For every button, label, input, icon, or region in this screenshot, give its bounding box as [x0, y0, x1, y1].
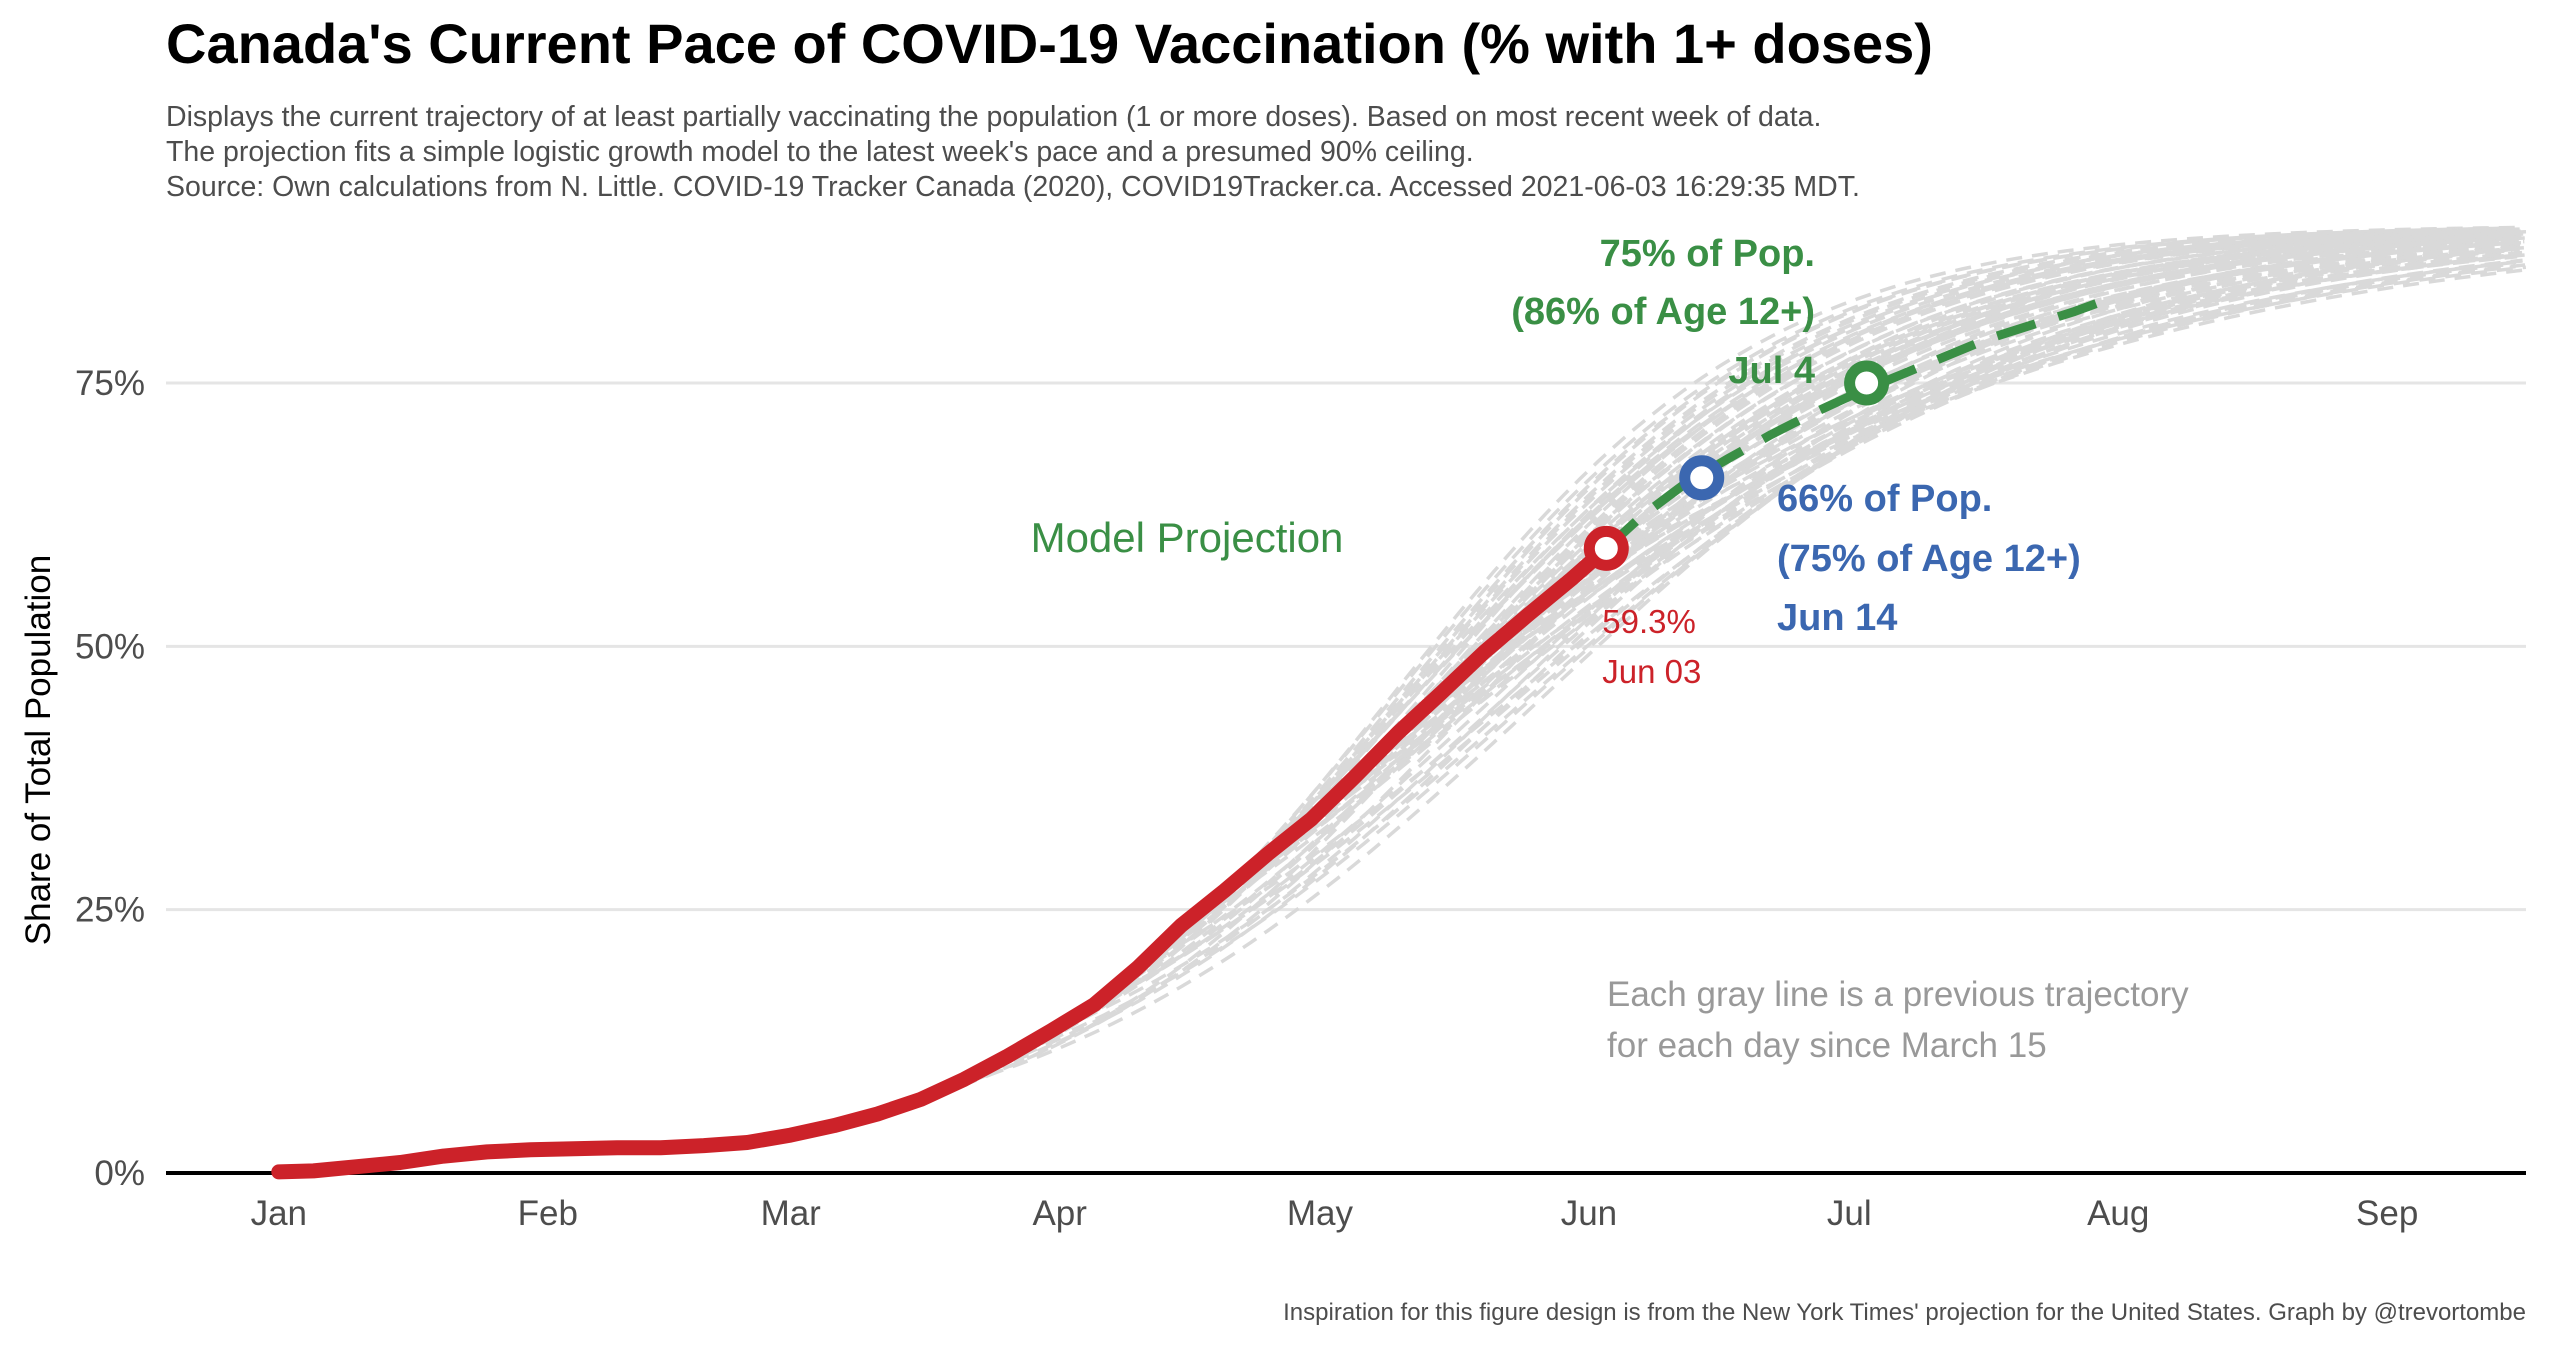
- chart-title: Canada's Current Pace of COVID-19 Vaccin…: [166, 12, 1933, 75]
- chart-subtitle-line-1: Displays the current trajectory of at le…: [166, 101, 1821, 133]
- previous-trajectory-line: [1473, 234, 2516, 663]
- previous-trajectory-line: [1297, 248, 2514, 831]
- x-tick-label: Jul: [1827, 1194, 1872, 1233]
- milestone-75-date: Jul 4: [1728, 350, 1815, 392]
- gray-lines-note-line-2: for each day since March 15: [1607, 1026, 2047, 1065]
- milestone-66-date: Jun 14: [1777, 597, 1897, 639]
- current-value-label: 59.3%: [1602, 603, 1696, 640]
- previous-trajectory-line: [1587, 265, 2527, 566]
- x-tick-label: Mar: [761, 1194, 822, 1233]
- y-tick-label: 50%: [75, 627, 145, 666]
- previous-trajectory-line: [1552, 268, 2526, 596]
- previous-trajectory-line: [1148, 227, 2521, 958]
- y-tick-label: 75%: [75, 364, 145, 403]
- previous-trajectory-line: [1429, 245, 2525, 704]
- milestone-66-sublabel: (75% of Age 12+): [1777, 538, 2081, 580]
- previous-trajectory-line: [1341, 230, 2523, 790]
- x-tick-label: Sep: [2356, 1194, 2418, 1233]
- milestone-66-label: 66% of Pop.: [1777, 478, 1992, 520]
- chart-subtitle-line-3: Source: Own calculations from N. Little.…: [166, 171, 1860, 203]
- highlight-points: 59.3% Jun 03 66% of Pop. (75% of Age 12+) Ju…: [1511, 233, 2081, 690]
- chart-caption: Inspiration for this figure design is fr…: [1283, 1299, 2526, 1326]
- x-tick-label: Jan: [251, 1194, 307, 1233]
- x-tick-label: Aug: [2087, 1194, 2149, 1233]
- previous-trajectory-line: [1438, 232, 2516, 696]
- previous-trajectory-line: [1491, 260, 2517, 647]
- previous-trajectory-line: [1420, 261, 2516, 713]
- model-projection-label: Model Projection: [1031, 514, 1344, 561]
- milestone-75-label: 75% of Pop.: [1600, 233, 1815, 275]
- previous-trajectory-line: [1209, 228, 2513, 903]
- chart-subtitle-line-2: The projection fits a simple logistic gr…: [166, 136, 1474, 168]
- previous-trajectory-line: [1324, 258, 2523, 808]
- x-tick-label: Jun: [1561, 1194, 1617, 1233]
- milestone-75-marker: [1844, 360, 1890, 406]
- actual-vaccination-line: [271, 540, 1614, 1180]
- current-date-label: Jun 03: [1602, 653, 1701, 690]
- previous-trajectory-line: [1253, 241, 2522, 867]
- previous-trajectory-line: [1517, 263, 2526, 625]
- previous-trajectory-line: [1008, 233, 2519, 1057]
- y-tick-label: 0%: [94, 1154, 145, 1193]
- previous-trajectory-line: [1579, 255, 2518, 573]
- x-tick-label: May: [1287, 1194, 1354, 1233]
- x-tick-label: Apr: [1032, 1194, 1087, 1233]
- previous-trajectory-line: [1596, 240, 2518, 558]
- previous-trajectory-line: [1060, 240, 2520, 1026]
- previous-trajectory-line: [1043, 229, 2520, 1037]
- y-axis-label: Share of Total Population: [19, 555, 58, 945]
- previous-trajectory-line: [1025, 233, 2519, 1047]
- previous-trajectory-line: [1244, 229, 2513, 874]
- gray-lines-note-line-1: Each gray line is a previous trajectory: [1607, 975, 2189, 1014]
- milestone-75-sublabel: (86% of Age 12+): [1511, 291, 1815, 333]
- x-tick-label: Feb: [518, 1194, 578, 1233]
- y-tick-label: 25%: [75, 891, 145, 930]
- milestone-66-marker: [1679, 455, 1725, 501]
- previous-trajectories: [911, 225, 2527, 1104]
- gridlines: [166, 381, 2526, 912]
- previous-trajectory-line: [1166, 247, 2521, 941]
- previous-trajectory-line: [1570, 236, 2526, 581]
- previous-trajectory-line: [1306, 230, 2523, 824]
- previous-trajectory-line: [1376, 232, 2524, 755]
- current-point-marker: [1583, 525, 1629, 571]
- previous-trajectory-line: [1183, 229, 2521, 925]
- axis-ticks: Jan Feb Mar Apr May Jun Jul Aug Sep 0% 25% 50% 75%: [75, 364, 2418, 1233]
